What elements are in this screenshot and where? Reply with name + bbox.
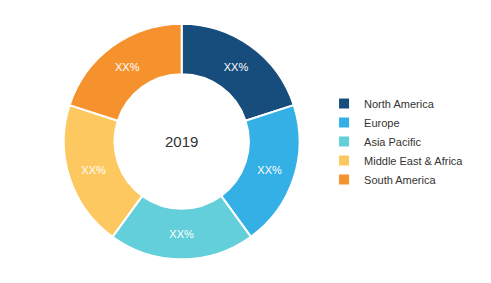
svg-text:XX%: XX%	[115, 61, 140, 73]
svg-text:Europe: Europe	[364, 117, 399, 129]
svg-text:XX%: XX%	[81, 164, 106, 176]
svg-text:South America: South America	[364, 174, 436, 186]
svg-text:XX%: XX%	[257, 164, 282, 176]
svg-text:XX%: XX%	[224, 61, 249, 73]
svg-text:Middle East & Africa: Middle East & Africa	[364, 155, 463, 167]
svg-text:XX%: XX%	[169, 228, 194, 240]
svg-text:Asia Pacific: Asia Pacific	[364, 136, 421, 148]
svg-text:2019: 2019	[165, 133, 198, 150]
svg-text:North America: North America	[364, 98, 435, 110]
